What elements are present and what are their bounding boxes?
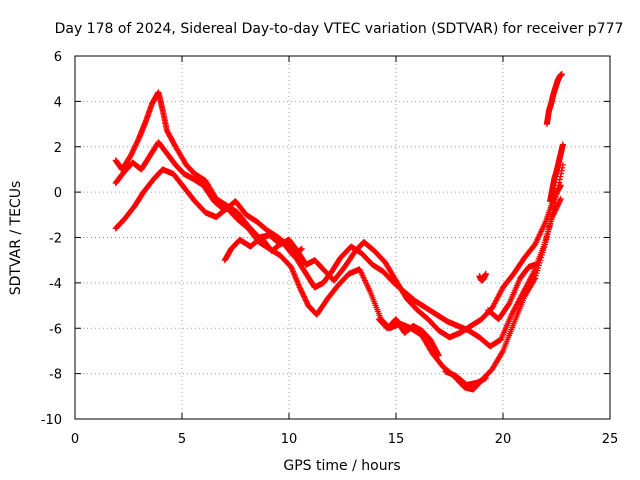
data-point (557, 173, 564, 180)
data-point (482, 375, 489, 382)
x-tick-label: 20 (495, 432, 512, 447)
data-point (557, 195, 564, 202)
data-point (553, 193, 560, 200)
y-axis-label: SDTVAR / TECUs (8, 181, 24, 296)
y-tick-label: -2 (49, 232, 62, 247)
y-tick-label: 6 (54, 50, 62, 65)
chart-title: Day 178 of 2024, Sidereal Day-to-day VTE… (55, 21, 624, 37)
series-group (112, 89, 564, 341)
data-point (558, 170, 565, 177)
y-tick-label: -10 (41, 413, 62, 428)
data-point (554, 188, 561, 195)
y-tick-labels: -10 -8 -6 -4 -2 0 2 4 6 (41, 50, 62, 428)
series-group (485, 261, 539, 323)
y-tick-label: -8 (49, 368, 62, 383)
y-tick-label: 4 (54, 95, 62, 110)
data-point (499, 349, 506, 356)
data-point (532, 261, 539, 268)
data-point (558, 71, 565, 78)
axis-ticks (74, 55, 611, 420)
data-point (553, 191, 560, 198)
x-tick-label: 5 (178, 432, 186, 447)
x-tick-label: 15 (388, 432, 405, 447)
x-tick-label: 0 (71, 432, 79, 447)
y-tick-label: -6 (49, 322, 62, 337)
data-points (112, 71, 566, 393)
data-point (482, 270, 489, 277)
data-point (298, 245, 305, 252)
series-group (442, 368, 489, 388)
data-point (556, 176, 563, 183)
series-group (221, 234, 305, 264)
data-point (555, 185, 562, 192)
y-tick-label: 0 (54, 186, 62, 201)
y-tick-label: 2 (54, 141, 62, 156)
data-point (435, 352, 442, 359)
x-tick-labels: 0 5 10 15 20 25 (71, 432, 618, 447)
y-tick-label: -4 (49, 277, 62, 292)
x-tick-label: 10 (281, 432, 298, 447)
x-axis-label: GPS time / hours (283, 458, 400, 474)
data-point (557, 197, 564, 204)
data-point (559, 141, 566, 148)
data-point (435, 351, 442, 358)
x-tick-label: 25 (602, 432, 619, 447)
series-group (547, 141, 566, 205)
gridlines (75, 56, 610, 419)
series-group (543, 71, 565, 128)
series-group (476, 270, 489, 284)
data-point (556, 179, 563, 186)
data-point (555, 182, 562, 189)
series-group (375, 316, 442, 359)
